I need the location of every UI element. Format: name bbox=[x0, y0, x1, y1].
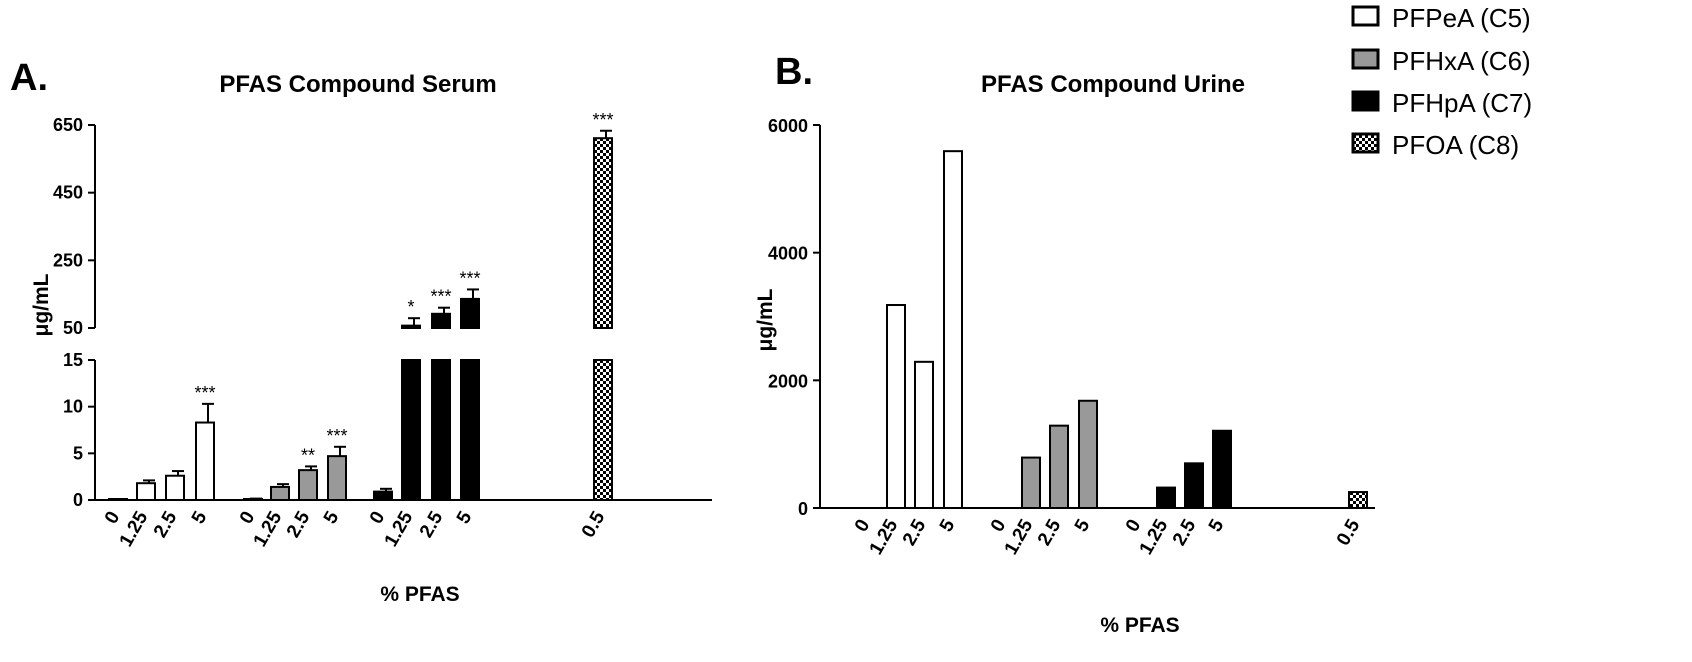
bar bbox=[943, 150, 963, 509]
legend: PFPeA (C5) PFHxA (C6) PFHpA (C7) PFOA (C… bbox=[1351, 3, 1532, 160]
panel-a-xtick-label: 0.5 bbox=[578, 508, 610, 542]
panel-a-xtick-label: 5 bbox=[188, 508, 212, 528]
bar bbox=[1021, 456, 1041, 509]
panel-b-ytick-label: 4000 bbox=[768, 244, 808, 264]
panel-a-xtick-label: 1.25 bbox=[381, 508, 418, 551]
panel-a-ytick-label: 650 bbox=[53, 115, 83, 135]
bar bbox=[431, 312, 451, 330]
bar bbox=[460, 359, 480, 501]
panel-b-xtick-label: 1.25 bbox=[1001, 516, 1038, 559]
significance-label: ** bbox=[301, 445, 315, 465]
panel-a-ytick-label: 0 bbox=[73, 490, 83, 510]
panel-a-xtick-label: 5 bbox=[320, 508, 344, 528]
significance-label: *** bbox=[326, 426, 347, 446]
bar bbox=[195, 421, 215, 501]
bar bbox=[136, 482, 156, 502]
legend-label-pfhxa: PFHxA (C6) bbox=[1392, 46, 1531, 76]
legend-label-pfoa: PFOA (C8) bbox=[1392, 130, 1519, 160]
bar bbox=[1212, 429, 1232, 509]
panel-b-xtick-label: 1.25 bbox=[1136, 516, 1173, 559]
panel-a-ytick-label: 10 bbox=[63, 397, 83, 417]
significance-label: *** bbox=[430, 287, 451, 307]
panel-b-xtick-label: 0.5 bbox=[1333, 516, 1365, 550]
bar bbox=[298, 469, 318, 501]
panel-a-xtick-label: 2.5 bbox=[150, 508, 182, 542]
panel-a-xtick-label: 0 bbox=[366, 508, 389, 528]
bar bbox=[327, 455, 347, 501]
bar bbox=[401, 324, 421, 329]
legend-swatch-pfpea bbox=[1351, 5, 1380, 27]
bar bbox=[914, 360, 934, 509]
bar bbox=[886, 304, 906, 510]
legend-label-pfhpa: PFHpA (C7) bbox=[1392, 88, 1532, 118]
bar bbox=[593, 359, 613, 501]
significance-label: *** bbox=[459, 268, 480, 288]
panel-a-xtick-label: 5 bbox=[453, 508, 477, 528]
bar bbox=[108, 498, 128, 501]
panel-b-xtick-label: 5 bbox=[1205, 516, 1229, 536]
bar bbox=[431, 359, 451, 501]
significance-label: * bbox=[407, 297, 414, 317]
bar bbox=[270, 485, 290, 501]
bar bbox=[1049, 424, 1069, 509]
bar bbox=[1156, 486, 1176, 509]
panel-b-ytick-label: 6000 bbox=[768, 116, 808, 136]
legend-label-pfpea: PFPeA (C5) bbox=[1392, 3, 1531, 33]
legend-swatch-pfoa bbox=[1351, 132, 1380, 154]
bar bbox=[1184, 462, 1204, 510]
panel-a-xtick-label: 2.5 bbox=[283, 508, 315, 542]
legend-swatch-pfhxa bbox=[1351, 48, 1380, 70]
panel-b-xtick-label: 5 bbox=[1071, 516, 1095, 536]
panel-a-xtick-label: 1.25 bbox=[250, 508, 287, 551]
panel-a-ytick-label: 450 bbox=[53, 183, 83, 203]
panel-a-title: PFAS Compound Serum bbox=[219, 71, 496, 98]
significance-label: *** bbox=[592, 110, 613, 130]
panel-b-xlabel: % PFAS bbox=[1100, 614, 1179, 637]
bar bbox=[373, 490, 393, 502]
panel-b-xtick-label: 2.5 bbox=[1034, 516, 1066, 550]
panel-b-ytick-label: 0 bbox=[798, 499, 808, 519]
panel-b-xtick-label: 0 bbox=[851, 516, 874, 536]
panel-a-xtick-label: 1.25 bbox=[116, 508, 153, 551]
panel-a-letter: A. bbox=[10, 57, 48, 99]
panel-b-xtick-label: 2.5 bbox=[1169, 516, 1201, 550]
bar bbox=[593, 137, 613, 329]
legend-swatch-pfhpa bbox=[1351, 90, 1380, 112]
panel-a-ytick-label: 5 bbox=[73, 443, 83, 463]
panel-b-ytick-label: 2000 bbox=[768, 371, 808, 391]
bar bbox=[165, 474, 185, 502]
panel-b-xtick-label: 0 bbox=[1122, 516, 1145, 536]
panel-a-ytick-label: 15 bbox=[63, 350, 83, 370]
bar bbox=[460, 297, 480, 329]
bar bbox=[1078, 399, 1098, 510]
panel-a-ytick-label: 50 bbox=[63, 318, 83, 338]
panel-a-xtick-label: 0 bbox=[101, 508, 124, 528]
panel-b-ylabel: μg/mL bbox=[754, 288, 777, 351]
panel-a-xtick-label: 2.5 bbox=[416, 508, 448, 542]
panel-a-xlabel: % PFAS bbox=[380, 583, 459, 606]
panel-b-xtick-label: 5 bbox=[936, 516, 960, 536]
panel-b-xtick-label: 0 bbox=[987, 516, 1010, 536]
panel-b-title: PFAS Compound Urine bbox=[981, 71, 1245, 98]
panel-a-ytick-label: 250 bbox=[53, 250, 83, 270]
bar bbox=[1348, 491, 1368, 509]
panel-b-xtick-label: 1.25 bbox=[866, 516, 903, 559]
panel-a-ylabel: μg/mL bbox=[30, 273, 53, 336]
panel-a-xtick-label: 0 bbox=[236, 508, 259, 528]
bar bbox=[401, 359, 421, 501]
panel-b-xtick-label: 2.5 bbox=[899, 516, 931, 550]
significance-label: *** bbox=[194, 383, 215, 403]
panel-b-letter: B. bbox=[775, 51, 813, 93]
